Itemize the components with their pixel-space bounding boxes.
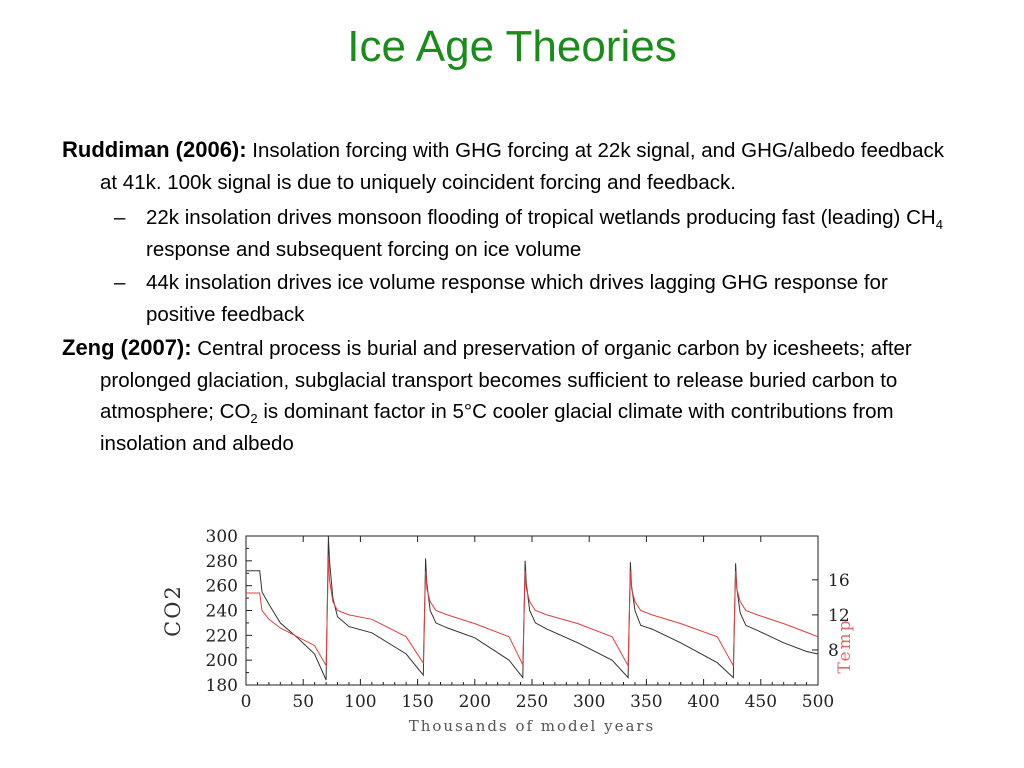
x-tick-label: 250 xyxy=(516,692,548,712)
x-tick-label: 300 xyxy=(573,692,605,712)
dash-marker: – xyxy=(114,271,126,294)
co2-subscript: 2 xyxy=(250,411,258,426)
y-tick-label: 240 xyxy=(206,602,238,622)
ruddiman-text: Insolation forcing with GHG forcing at 2… xyxy=(100,139,944,194)
y-tick-label: 200 xyxy=(206,651,238,671)
zeng-paragraph: Zeng (2007): Central process is burial a… xyxy=(62,332,962,459)
y2-tick-label: 16 xyxy=(828,571,850,591)
x-tick-label: 200 xyxy=(459,692,491,712)
slide-title: Ice Age Theories xyxy=(347,22,677,71)
ruddiman-bullet-1: – 22k insolation drives monsoon flooding… xyxy=(62,202,962,265)
x-tick-label: 0 xyxy=(241,692,252,712)
plot-frame xyxy=(245,535,819,686)
x-tick-label: 450 xyxy=(745,692,777,712)
zeng-text-before: Central process is burial and preservati… xyxy=(100,337,912,423)
slide-body: Ruddiman (2006): Insolation forcing with… xyxy=(62,134,962,463)
y-tick-label: 260 xyxy=(206,577,238,597)
y2-tick-label: 8 xyxy=(828,641,839,661)
co2-temp-chart: 0 50 100 150 200 250 300 350 400 450 500 180 200 220 2… xyxy=(161,527,855,735)
temp-series-line xyxy=(246,557,819,668)
y2-axis-title: Temp xyxy=(835,618,855,673)
x-tick-label: 350 xyxy=(630,692,662,712)
y-axis-title: CO2 xyxy=(161,584,185,637)
x-tick-label: 150 xyxy=(401,692,433,712)
ruddiman-bullet-2: – 44k insolation drives ice volume respo… xyxy=(62,267,962,330)
x-axis-title: Thousands of model years xyxy=(409,717,656,735)
x-tick-label: 400 xyxy=(687,692,719,712)
x-tick-label: 50 xyxy=(292,692,314,712)
ruddiman-lead: Ruddiman (2006): xyxy=(62,137,247,162)
bullet-1-text-before: 22k insolation drives monsoon flooding o… xyxy=(146,206,936,229)
zeng-text-after: is dominant factor in 5°C cooler glacial… xyxy=(100,400,894,455)
bullet-2-text: 44k insolation drives ice volume respons… xyxy=(146,271,888,326)
ruddiman-paragraph: Ruddiman (2006): Insolation forcing with… xyxy=(62,134,962,198)
y2-tick-label: 12 xyxy=(828,606,850,626)
co2-series-line xyxy=(246,535,819,681)
x-tick-label: 100 xyxy=(344,692,376,712)
bullet-1-text-after: response and subsequent forcing on ice v… xyxy=(146,237,582,261)
y-tick-label: 300 xyxy=(206,527,238,547)
dash-marker: – xyxy=(114,206,126,229)
y-tick-label: 220 xyxy=(206,626,238,646)
ch4-subscript: 4 xyxy=(935,217,943,232)
y-tick-label: 180 xyxy=(206,676,238,696)
zeng-lead: Zeng (2007): xyxy=(62,335,192,360)
y-tick-label: 280 xyxy=(206,552,238,572)
x-tick-label: 500 xyxy=(802,692,834,712)
